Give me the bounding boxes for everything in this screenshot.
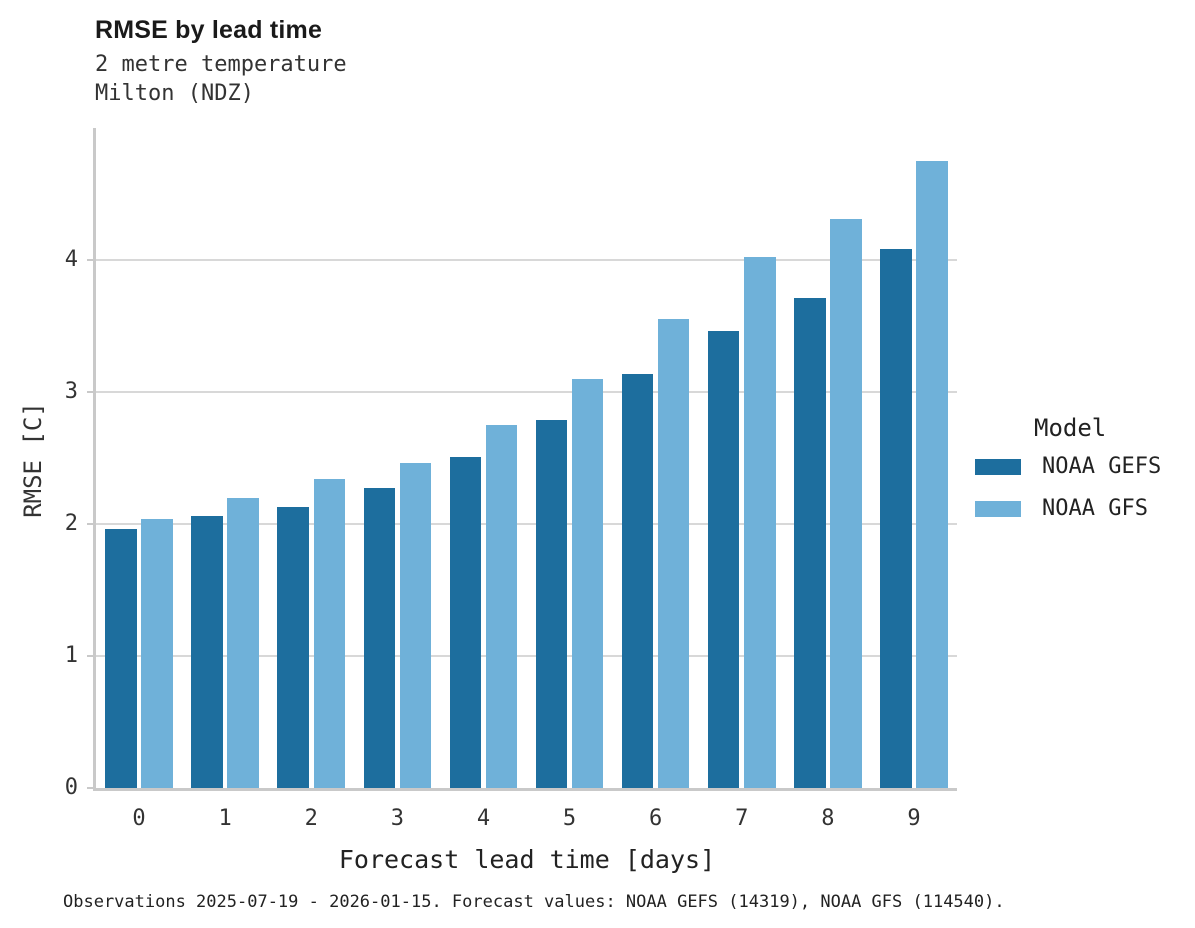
legend-label: NOAA GEFS <box>1042 454 1162 479</box>
bar-noaa-gfs-day-0 <box>141 518 173 788</box>
y-tick-mark-2 <box>87 523 93 525</box>
bar-noaa-gfs-day-6 <box>657 319 690 788</box>
gridline-y-2 <box>96 523 957 525</box>
chart-subtitle-station: Milton (NDZ) <box>95 81 254 106</box>
y-tick-label-1: 1 <box>64 643 78 668</box>
bar-noaa-gefs-day-2 <box>277 506 309 788</box>
bar-noaa-gefs-day-3 <box>363 488 395 788</box>
x-tick-label-0: 0 <box>132 806 146 831</box>
x-tick-label-8: 8 <box>821 806 835 831</box>
gridline-y-1 <box>96 655 957 657</box>
bar-noaa-gefs-day-1 <box>191 516 223 788</box>
x-tick-label-7: 7 <box>735 806 749 831</box>
bar-noaa-gefs-day-7 <box>707 331 740 788</box>
legend-swatch-noaa-gefs <box>975 458 1021 475</box>
legend-title: Model <box>1034 414 1107 442</box>
x-tick-label-5: 5 <box>562 806 577 831</box>
y-tick-mark-4 <box>87 259 93 261</box>
x-tick-label-2: 2 <box>304 806 318 831</box>
x-axis-title: Forecast lead time [days] <box>338 845 716 874</box>
bar-noaa-gfs-day-4 <box>485 425 518 788</box>
y-tick-mark-1 <box>87 655 93 657</box>
y-tick-mark-0 <box>87 787 93 789</box>
bar-noaa-gfs-day-5 <box>571 378 604 788</box>
y-tick-mark-3 <box>87 391 93 393</box>
y-tick-label-2: 2 <box>64 511 78 536</box>
x-tick-label-4: 4 <box>476 806 491 831</box>
bar-noaa-gfs-day-7 <box>744 257 776 788</box>
gridline-y-4 <box>96 259 957 261</box>
bar-noaa-gefs-day-0 <box>105 529 137 788</box>
x-tick-label-6: 6 <box>649 806 663 831</box>
gridline-y-3 <box>96 391 957 393</box>
bar-noaa-gefs-day-5 <box>535 419 568 788</box>
y-tick-label-4: 4 <box>64 247 78 272</box>
legend-swatch-noaa-gfs <box>975 500 1021 517</box>
chart-title: RMSE by lead time <box>95 16 323 44</box>
legend-item-noaa-gefs: NOAA GEFS <box>975 454 1190 479</box>
plot-area <box>87 128 957 791</box>
caption: Observations 2025-07-19 - 2026-01-15. Fo… <box>63 892 1005 912</box>
bar-noaa-gfs-day-3 <box>399 463 432 788</box>
x-tick-label-3: 3 <box>390 806 404 831</box>
x-tick-label-9: 9 <box>907 806 921 831</box>
bar-noaa-gfs-day-2 <box>313 479 346 788</box>
y-tick-label-3: 3 <box>64 379 78 404</box>
y-tick-label-0: 0 <box>64 775 78 800</box>
bar-noaa-gefs-day-4 <box>449 456 482 788</box>
bar-noaa-gfs-day-9 <box>916 161 948 788</box>
bar-noaa-gfs-day-1 <box>227 497 259 788</box>
legend-item-noaa-gfs: NOAA GFS <box>975 496 1190 521</box>
legend: Model NOAA GEFS NOAA GFS <box>975 414 1190 538</box>
bar-noaa-gefs-day-8 <box>794 298 826 788</box>
legend-label: NOAA GFS <box>1042 496 1148 521</box>
bar-noaa-gfs-day-8 <box>830 219 862 788</box>
y-axis-title: RMSE [C] <box>19 402 47 518</box>
bar-noaa-gefs-day-6 <box>621 373 654 788</box>
legend-items: NOAA GEFS NOAA GFS <box>975 454 1190 521</box>
bar-noaa-gefs-day-9 <box>880 249 912 788</box>
chart-subtitle-variable: 2 metre temperature <box>95 52 347 77</box>
x-tick-label-1: 1 <box>218 806 232 831</box>
